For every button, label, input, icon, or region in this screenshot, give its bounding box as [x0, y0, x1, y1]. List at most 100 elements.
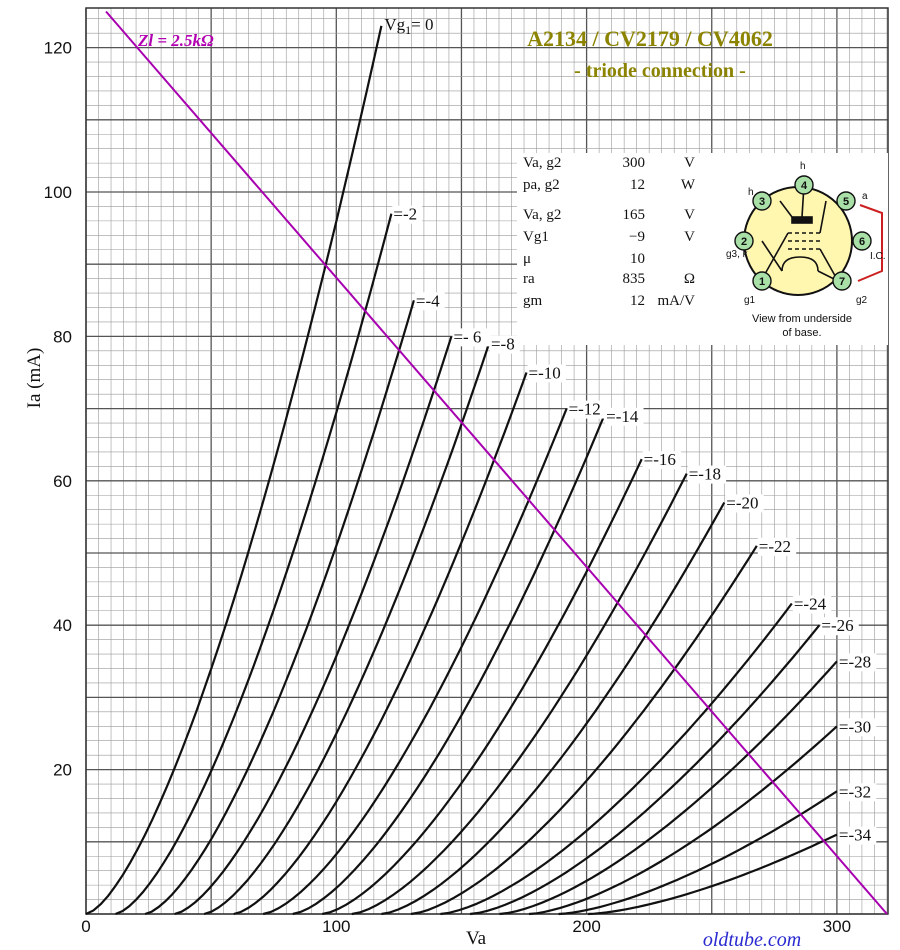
series-label-vg4: =-4 — [416, 291, 440, 310]
base-pin-label: g2 — [856, 295, 868, 306]
series-label-bg — [792, 595, 832, 614]
spec-unit: V — [684, 207, 695, 223]
spec-value: 165 — [622, 207, 646, 223]
series-label-vg26: =-26 — [821, 616, 853, 635]
series-label-vg14: =-14 — [606, 407, 639, 426]
series-label-bg — [414, 292, 445, 311]
series-line-vg28 — [499, 660, 838, 916]
base-pin-5 — [836, 191, 856, 211]
series-label-vg18: =-18 — [689, 465, 721, 484]
base-pin-2 — [734, 231, 754, 251]
y-tick-label: 80 — [53, 327, 72, 346]
series-label-vg0-prefix: Vg — [384, 15, 405, 34]
series-label-bg — [837, 783, 877, 802]
series-line-vg26 — [469, 624, 821, 916]
chart-grid — [85, 8, 888, 915]
base-pin-number: 5 — [843, 196, 849, 208]
series-label-bg — [687, 465, 727, 484]
x-tick-label: 100 — [322, 917, 350, 936]
series-label-bg — [642, 451, 682, 470]
series-label-vg32: =-32 — [839, 782, 871, 801]
x-tick-label: 0 — [81, 917, 90, 936]
chart-curves — [85, 25, 838, 916]
series-label-bg — [567, 400, 606, 419]
spec-unit: Ω — [683, 271, 695, 287]
spec-unit: V — [684, 155, 695, 171]
y-axis-label: Ia (mA) — [24, 348, 45, 409]
series-line-vg32 — [558, 790, 838, 916]
series-label-vg6: =- 6 — [453, 327, 481, 346]
spec-name: pa, g2 — [523, 177, 560, 193]
series-label-bg — [725, 494, 764, 513]
series-line-vg22 — [410, 545, 758, 916]
series-line-vg0 — [85, 25, 383, 915]
y-tick-label: 100 — [44, 183, 72, 202]
base-pin-4 — [794, 175, 814, 195]
series-label-vg28: =-28 — [839, 652, 871, 671]
chart-title: A2134 / CV2179 / CV4062 — [527, 26, 773, 51]
series-label-vg30: =-30 — [839, 717, 871, 736]
series-label-bg — [820, 617, 859, 636]
series-label-bg — [452, 328, 491, 347]
chart-curve-labels: Vg1= 0=-2=-4=- 6 =-8=-10=-12 =-14=-16=-18=… — [384, 15, 877, 845]
series-label-vg12: =-12 — [569, 400, 601, 419]
base-pin-label: I.C. — [870, 251, 886, 262]
series-line-vg16 — [322, 458, 643, 916]
series-label-vg24: =-24 — [794, 595, 827, 614]
load-line — [105, 10, 888, 915]
spec-unit: W — [680, 177, 695, 193]
series-line-vg18 — [351, 473, 688, 916]
x-tick-label: 200 — [572, 917, 600, 936]
spec-value: −9 — [629, 229, 645, 245]
base-pin-number: 4 — [801, 180, 808, 192]
base-pin-number: 2 — [741, 236, 747, 248]
spec-unit: V — [684, 229, 695, 245]
base-pin-number: 6 — [859, 236, 865, 248]
series-label-vg8: =-8 — [491, 335, 515, 354]
base-caption-1: View from underside — [751, 313, 853, 325]
series-label-bg — [837, 826, 877, 845]
series-label-bg — [527, 364, 566, 383]
spec-name: gm — [523, 293, 543, 309]
base-pin-label: a — [862, 191, 868, 202]
y-tick-label: 40 — [53, 616, 72, 635]
series-line-vg20 — [381, 501, 726, 916]
load-line-label: Zl = 2.5kΩ — [137, 31, 214, 50]
series-label-vg20: =-20 — [726, 493, 758, 512]
y-tick-label: 120 — [44, 39, 72, 58]
series-label-bg — [489, 335, 520, 354]
spec-name: Vg1 — [523, 229, 549, 245]
series-label-vg22: =-22 — [759, 537, 791, 556]
load-line-group: Zl = 2.5kΩ — [105, 10, 888, 915]
spec-value: 10 — [630, 251, 645, 267]
chart-axes: 0 100 200 300 20 40 60 80 100 120 — [44, 7, 889, 936]
base-pin-number: 3 — [759, 196, 765, 208]
series-line-vg12 — [262, 408, 568, 916]
y-tick-label: 20 — [53, 761, 72, 780]
footer-site: oldtube.com — [703, 929, 801, 950]
series-line-vg34 — [588, 833, 838, 916]
series-label-vg10: =-10 — [529, 364, 561, 383]
base-pin-label: g1 — [744, 295, 756, 306]
base-pin-label: h — [748, 187, 754, 198]
base-caption-2: of base. — [782, 327, 822, 339]
x-tick-label: 300 — [823, 917, 851, 936]
series-label-vg16: =-16 — [644, 450, 676, 469]
series-label-bg — [837, 653, 877, 672]
spec-value: 300 — [622, 155, 646, 171]
spec-name: Va, g2 — [523, 155, 562, 171]
base-pin-7 — [832, 271, 852, 291]
spec-name: Va, g2 — [523, 207, 562, 223]
x-axis-label: Va — [466, 928, 487, 949]
base-pin-3 — [752, 191, 772, 211]
series-line-vg10 — [233, 372, 528, 916]
series-label-vg0-suffix: = 0 — [411, 15, 433, 34]
series-label-bg — [392, 205, 423, 224]
spec-name: ra — [523, 271, 535, 287]
spec-value: 835 — [622, 271, 646, 287]
series-line-vg8 — [203, 343, 491, 916]
ic-strap — [857, 204, 883, 282]
